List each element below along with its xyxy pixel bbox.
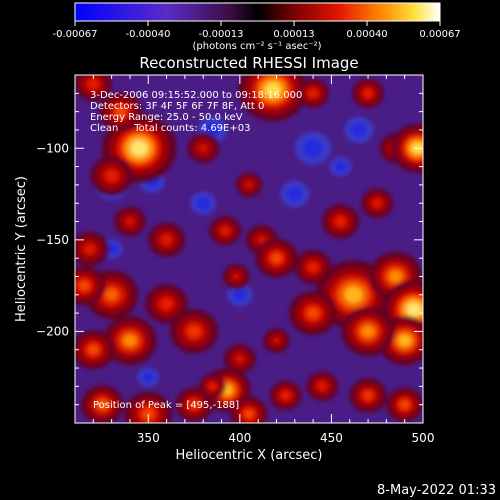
- emission-blob-layer: [115, 106, 126, 117]
- timestamp: 8-May-2022 01:33: [377, 483, 496, 498]
- colorbar-tick-label: -0.00013: [199, 29, 244, 40]
- y-tick-label: −100: [36, 141, 69, 155]
- colorbar-tick-label: 0.00040: [346, 29, 387, 40]
- emission-blob-layer: [398, 334, 412, 347]
- emission-blob-layer: [123, 334, 137, 347]
- negative-emission-core: [142, 371, 155, 383]
- emission-blob-layer: [344, 286, 363, 304]
- emission-blob-layer: [318, 382, 327, 390]
- emission-blob-layer: [373, 199, 382, 207]
- emission-blob-layer: [105, 288, 119, 301]
- negative-emission-core: [334, 161, 347, 173]
- emission-blob-layer: [308, 263, 318, 272]
- emission-blob-layer: [221, 227, 230, 235]
- emission-blob-layer: [364, 89, 372, 97]
- negative-emission-core: [303, 139, 324, 158]
- emission-blob-layer: [245, 181, 253, 188]
- emission-blob-layer: [363, 391, 373, 400]
- emission-blob-layer: [271, 253, 282, 263]
- emission-blob-layer: [264, 81, 282, 98]
- emission-blob-layer: [130, 140, 149, 157]
- emission-blob-layer: [400, 400, 410, 409]
- emission-blob-layer: [188, 326, 200, 337]
- emission-blob-layer: [162, 235, 172, 244]
- emission-blob-layer: [257, 236, 266, 244]
- emission-blob-layer: [361, 325, 375, 338]
- emission-blob-layer: [85, 244, 95, 254]
- colorbar-tick-label: 0.00013: [273, 29, 314, 40]
- y-tick-label: −200: [36, 324, 69, 338]
- negative-emission-core: [105, 243, 118, 255]
- emission-blob-layer: [189, 400, 199, 409]
- x-axis-label: Heliocentric X (arcsec): [176, 448, 323, 463]
- emission-blob-layer: [336, 217, 346, 226]
- emission-blob-layer: [97, 399, 108, 410]
- colorbar-tick-label: -0.00067: [53, 29, 98, 40]
- colorbar-tick-label: 0.00067: [419, 29, 460, 40]
- colorbar-gradient: [74, 2, 441, 22]
- negative-emission-core: [204, 122, 221, 138]
- emission-blob-layer: [307, 307, 319, 319]
- x-tick-label: 450: [320, 431, 343, 445]
- colorbar-tick-label: -0.00040: [126, 29, 171, 40]
- negative-emission-core: [350, 122, 367, 138]
- annotation-detectors: Detectors: 3F 4F 5F 6F 7F 8F, Att 0: [90, 101, 264, 112]
- emission-blob-layer: [106, 171, 117, 181]
- plot-frame: [74, 74, 424, 424]
- colorbar-ticks: -0.00067 -0.00040 -0.00013 0.00013 0.00040 0.…: [53, 21, 461, 40]
- negative-emission-core: [196, 196, 211, 210]
- emission-blob-layer: [273, 337, 280, 344]
- emission-blob-layer: [161, 299, 172, 309]
- emission-blob-layer: [389, 270, 402, 283]
- y-tick-label: −150: [36, 233, 69, 247]
- peak-position-label: Position of Peak = [495,-188]: [93, 400, 239, 411]
- x-tick-label: 350: [137, 431, 160, 445]
- emission-blob-layer: [406, 302, 422, 317]
- plot-area: [75, 75, 423, 423]
- emission-blob-layer: [88, 80, 98, 89]
- emission-blob-layer: [232, 273, 240, 280]
- emission-blob-layer: [235, 355, 244, 363]
- y-axis-label: Heliocentric Y (arcsec): [14, 176, 29, 322]
- emission-blob-layer: [209, 383, 216, 390]
- positive-emission-layer: [75, 75, 423, 423]
- negative-emission-core: [286, 186, 303, 202]
- emission-blob-layer: [281, 391, 290, 400]
- emission-blob-layer: [309, 89, 317, 97]
- emission-blob-layer: [126, 217, 134, 226]
- x-tick-label: 500: [412, 431, 435, 445]
- y-axis-ticks: −100 −150 −200: [36, 92, 423, 406]
- emission-blob-layer: [142, 408, 155, 420]
- emission-blob-layer: [199, 144, 208, 152]
- emission-blob-layer: [244, 409, 254, 418]
- colorbar-units-label: (photons cm⁻² s⁻¹ asec⁻²): [192, 41, 321, 52]
- emission-blob-layer: [79, 280, 90, 291]
- x-axis-ticks: 350 400 450 500: [92, 75, 435, 445]
- colorbar: -0.00067 -0.00040 -0.00013 0.00013 0.00040 0.…: [53, 2, 461, 52]
- annotation-energy-range: Energy Range: 25.0 - 50.0 keV: [90, 112, 243, 123]
- annotation-clean-counts: Clean Total counts: 4.69E+03: [90, 123, 250, 134]
- annotation-block: 3-Dec-2006 09:15:52.000 to 09:18:16.000 …: [90, 90, 302, 134]
- x-tick-label: 400: [228, 431, 251, 445]
- emission-blob-layer: [88, 345, 99, 355]
- negative-emission-core: [232, 288, 247, 302]
- annotation-time-range: 3-Dec-2006 09:15:52.000 to 09:18:16.000: [90, 90, 302, 101]
- chart-title: Reconstructed RHESSI Image: [139, 54, 358, 72]
